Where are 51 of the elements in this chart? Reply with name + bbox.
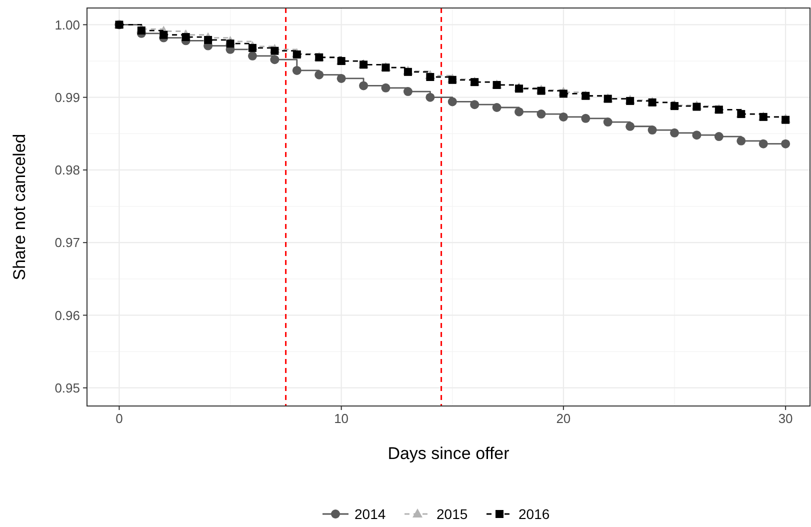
x-tick-label: 0 <box>116 411 123 426</box>
point <box>514 107 524 116</box>
point <box>314 70 324 80</box>
point <box>359 81 368 90</box>
point <box>758 139 768 148</box>
point <box>470 100 480 110</box>
point <box>781 139 790 148</box>
point <box>270 46 279 55</box>
point <box>426 72 434 81</box>
x-tick-label: 10 <box>334 411 349 426</box>
y-tick-label: 0.99 <box>54 90 80 105</box>
point <box>515 84 524 93</box>
point <box>248 44 256 52</box>
y-tick-label: 0.95 <box>54 380 80 396</box>
point <box>270 55 280 64</box>
point <box>492 103 502 112</box>
point <box>182 33 190 42</box>
point <box>426 92 435 102</box>
point <box>292 66 302 75</box>
point <box>714 132 724 142</box>
y-tick-label: 0.97 <box>54 235 80 250</box>
y-tick-label: 0.96 <box>54 308 80 323</box>
point <box>648 126 657 135</box>
point <box>204 36 212 44</box>
point <box>626 122 635 131</box>
point <box>137 26 146 35</box>
y-axis-title: Share not canceled <box>10 134 29 280</box>
legend-label: 2014 <box>354 506 386 522</box>
point <box>381 83 390 92</box>
legend-label: 2015 <box>436 506 468 522</box>
point <box>448 97 457 106</box>
point <box>403 87 412 96</box>
point <box>248 51 257 60</box>
point <box>160 30 168 39</box>
point <box>336 74 346 83</box>
point <box>226 40 234 48</box>
point <box>670 128 680 138</box>
point <box>581 114 590 123</box>
legend-label: 2016 <box>518 506 550 522</box>
y-tick-label: 0.98 <box>54 162 80 178</box>
point <box>559 90 568 98</box>
point <box>670 102 679 110</box>
x-tick-label: 20 <box>556 411 571 426</box>
point <box>603 118 612 127</box>
x-tick-label: 30 <box>778 411 793 426</box>
point <box>536 110 546 119</box>
point <box>692 130 702 140</box>
point <box>558 112 568 122</box>
x-axis-title: Days since offer <box>388 444 510 463</box>
point <box>736 136 746 146</box>
y-tick-label: 1.00 <box>54 17 80 32</box>
